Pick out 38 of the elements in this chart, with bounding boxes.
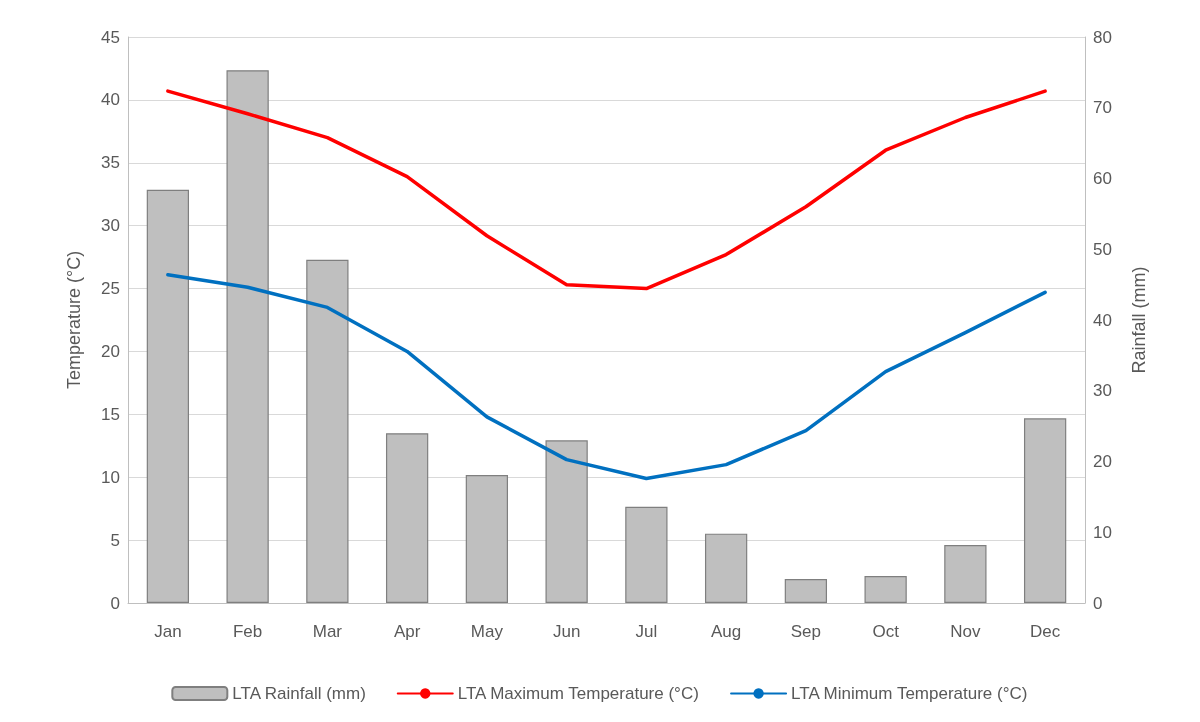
- x-tick-label: Sep: [790, 622, 821, 641]
- x-tick-label: Feb: [232, 622, 263, 641]
- y-tick-label: 25: [101, 279, 120, 299]
- line-series: [166, 89, 1047, 291]
- x-tick-label: Oct: [872, 622, 900, 641]
- line-series: [166, 272, 1047, 481]
- y-tick-label: 20: [101, 341, 120, 361]
- x-tick-label: Jan: [154, 622, 182, 641]
- y-tick-label: 10: [101, 467, 120, 487]
- y2-tick-label: 30: [1093, 381, 1112, 401]
- legend-label: LTA Rainfall (mm): [232, 684, 366, 703]
- legend-label: LTA Maximum Temperature (°C): [457, 684, 699, 703]
- y-tick-label: 35: [101, 153, 120, 173]
- y-tick-label: 5: [110, 530, 120, 550]
- y-tick-label: 40: [101, 90, 120, 110]
- y2-tick-label: 60: [1093, 169, 1112, 188]
- y2-tick-label: 50: [1093, 239, 1112, 259]
- y2-tick-label: 20: [1093, 452, 1112, 471]
- x-tick-label: Nov: [950, 622, 981, 641]
- y2-tick-label: 70: [1093, 98, 1112, 118]
- x-tick-label: May: [470, 622, 504, 641]
- x-tick-label: Jul: [635, 622, 658, 641]
- y-tick-label: 30: [101, 216, 120, 236]
- legend-label: LTA Minimum Temperature (°C): [791, 684, 1028, 703]
- x-tick-label: Apr: [393, 622, 421, 641]
- x-tick-label: Dec: [1030, 622, 1061, 641]
- y2-axis-title: Rainfall (mm): [1129, 266, 1149, 374]
- x-tick-label: Aug: [711, 622, 742, 641]
- x-tick-label: Mar: [312, 622, 343, 641]
- y2-tick-label: 0: [1093, 593, 1103, 613]
- y2-tick-label: 10: [1093, 522, 1112, 542]
- y2-tick-label: 80: [1093, 27, 1112, 47]
- y2-tick-label: 40: [1093, 310, 1112, 330]
- y-tick-label: 45: [101, 27, 120, 47]
- x-tick-label: Jun: [552, 622, 581, 641]
- y-axis-title: Temperature (°C): [64, 250, 84, 390]
- y-tick-label: 0: [110, 593, 120, 613]
- y-tick-label: 15: [101, 404, 120, 424]
